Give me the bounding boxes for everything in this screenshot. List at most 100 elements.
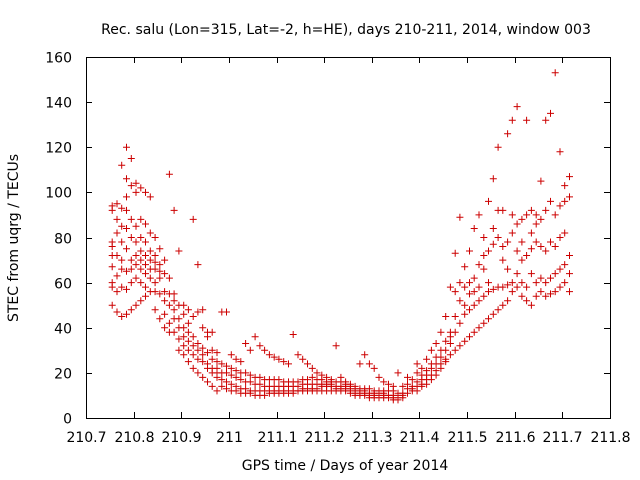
data-point	[466, 290, 473, 298]
data-point	[523, 297, 531, 305]
data-point	[204, 378, 211, 386]
data-point	[118, 283, 126, 291]
y-tick-label: 40	[54, 322, 72, 338]
data-point	[494, 306, 502, 314]
data-point	[537, 243, 545, 250]
x-tick-label: 211.1	[257, 430, 297, 446]
x-tick-label: 210.8	[114, 430, 154, 446]
data-point	[475, 283, 483, 291]
data-point	[137, 297, 145, 305]
data-point	[489, 240, 497, 248]
data-point	[189, 215, 197, 223]
data-point	[156, 261, 164, 269]
data-point	[175, 335, 183, 343]
data-point	[223, 362, 230, 370]
data-point	[223, 385, 230, 393]
data-point	[113, 252, 121, 259]
data-point	[132, 179, 140, 187]
data-point	[518, 292, 526, 300]
data-point	[547, 197, 554, 205]
data-point	[123, 175, 130, 183]
data-point	[537, 215, 545, 223]
data-point	[456, 297, 464, 305]
data-point	[399, 382, 407, 390]
data-point	[199, 351, 207, 359]
data-point	[475, 297, 483, 305]
data-point	[232, 387, 240, 395]
data-point	[113, 200, 121, 208]
data-point	[180, 342, 188, 350]
data-point	[246, 371, 254, 379]
data-point	[518, 215, 526, 223]
x-tick-label: 211.6	[495, 430, 535, 446]
data-point	[518, 279, 526, 287]
data-point	[499, 301, 507, 309]
data-point	[504, 238, 512, 246]
data-point	[489, 310, 497, 318]
data-point	[308, 373, 316, 381]
data-point	[394, 396, 402, 404]
data-point	[446, 351, 454, 359]
data-point	[108, 202, 116, 210]
data-point	[423, 355, 431, 363]
data-point	[194, 261, 202, 269]
data-point	[123, 143, 130, 151]
data-point	[146, 274, 154, 282]
data-point	[404, 373, 411, 381]
x-tick-label: 211.7	[542, 430, 582, 446]
data-point	[485, 279, 492, 287]
data-point	[508, 229, 516, 237]
data-point	[170, 290, 178, 298]
data-point	[132, 301, 140, 309]
data-point	[218, 360, 226, 368]
data-point	[151, 288, 159, 296]
data-point	[151, 279, 159, 287]
x-tick-label: 211.8	[590, 430, 630, 446]
data-point	[199, 344, 207, 352]
data-point	[561, 261, 569, 269]
data-point	[137, 247, 145, 255]
data-point	[499, 256, 507, 264]
data-point	[275, 376, 283, 384]
data-point	[551, 243, 559, 250]
data-point	[161, 256, 169, 264]
data-point	[470, 288, 478, 296]
data-point	[489, 225, 497, 232]
data-point	[194, 346, 202, 354]
data-point	[123, 193, 130, 201]
data-point	[523, 211, 531, 219]
data-point	[165, 301, 173, 309]
data-point	[504, 130, 512, 138]
data-point	[418, 382, 426, 390]
data-point	[213, 358, 221, 366]
data-point	[204, 349, 211, 357]
data-point	[142, 238, 149, 246]
data-point	[504, 297, 512, 305]
data-point	[451, 313, 459, 320]
y-tick-label: 160	[45, 51, 72, 67]
data-point	[389, 387, 397, 395]
data-point	[218, 382, 226, 390]
data-point	[161, 310, 169, 318]
data-point	[442, 337, 450, 345]
data-point	[208, 355, 216, 363]
data-point	[404, 380, 411, 388]
data-point	[270, 353, 278, 361]
data-point	[542, 206, 550, 214]
chart-title: Rec. salu (Lon=315, Lat=-2, h=HE), days …	[101, 22, 591, 38]
data-point	[180, 301, 188, 309]
data-point	[180, 310, 188, 318]
data-point	[118, 256, 126, 264]
data-point	[208, 346, 216, 354]
data-point	[523, 283, 531, 291]
data-point	[413, 387, 421, 395]
data-point	[375, 373, 383, 381]
data-point	[208, 328, 216, 336]
data-point	[194, 369, 202, 377]
data-point	[427, 346, 435, 354]
y-tick-label: 60	[54, 277, 72, 293]
data-point	[165, 274, 173, 282]
data-point	[513, 270, 521, 278]
data-point	[289, 389, 297, 397]
data-point	[537, 177, 545, 185]
